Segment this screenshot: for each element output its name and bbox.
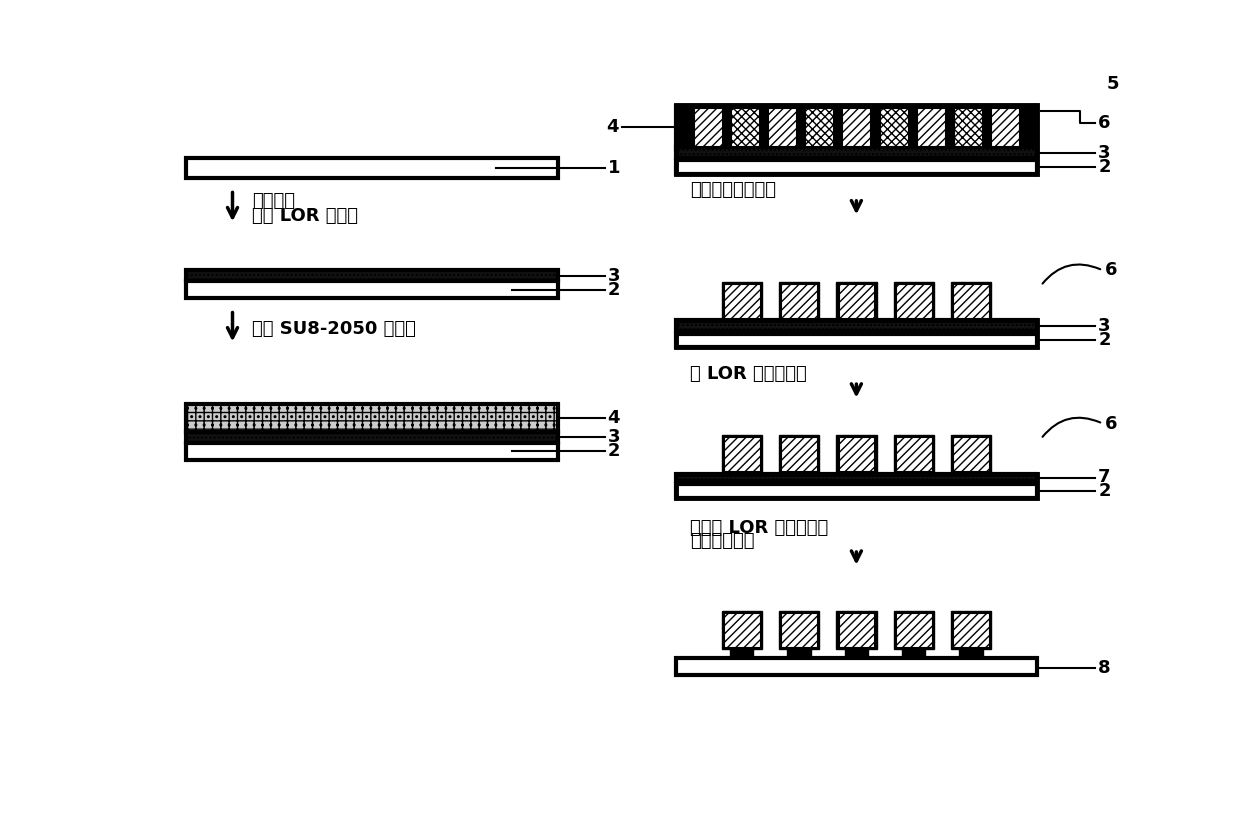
Text: 2: 2: [608, 281, 620, 299]
Bar: [894, 282, 934, 321]
Bar: [676, 333, 1037, 347]
Text: 硬片清洗: 硬片清洗: [252, 192, 295, 210]
Bar: [676, 483, 1037, 498]
Bar: [724, 613, 759, 647]
Bar: [768, 108, 796, 146]
Bar: [879, 108, 908, 146]
Text: 5: 5: [1107, 75, 1120, 93]
Bar: [781, 438, 817, 471]
Bar: [186, 432, 558, 443]
Bar: [186, 404, 558, 432]
Text: 对 LOR 胶进行显影: 对 LOR 胶进行显影: [689, 365, 806, 382]
Text: 旋涂 SU8-2050 光刻胶: 旋涂 SU8-2050 光刻胶: [252, 320, 415, 338]
Bar: [951, 610, 991, 649]
Text: 6: 6: [1097, 114, 1110, 132]
Bar: [676, 147, 1037, 158]
Bar: [895, 438, 931, 471]
Text: 2: 2: [1099, 158, 1111, 176]
Bar: [722, 282, 761, 321]
Text: 4: 4: [606, 118, 619, 136]
Bar: [722, 435, 761, 473]
Text: 6: 6: [1105, 415, 1117, 433]
Bar: [779, 610, 820, 649]
Bar: [676, 659, 1037, 675]
Bar: [951, 435, 991, 473]
Text: 2: 2: [1099, 331, 1111, 349]
Bar: [676, 105, 1037, 175]
Bar: [676, 473, 1037, 481]
Bar: [954, 108, 982, 146]
Bar: [693, 108, 722, 146]
Bar: [730, 649, 754, 659]
Bar: [781, 284, 817, 318]
Bar: [991, 108, 1019, 146]
Bar: [805, 108, 833, 146]
Bar: [724, 438, 759, 471]
Text: 进行第一阶段显影: 进行第一阶段显影: [689, 181, 776, 200]
Bar: [779, 282, 820, 321]
Bar: [894, 610, 934, 649]
Bar: [186, 281, 558, 298]
Bar: [838, 438, 874, 471]
Bar: [836, 610, 877, 649]
Bar: [954, 284, 990, 318]
Bar: [676, 105, 1037, 149]
Bar: [186, 443, 558, 460]
Bar: [787, 649, 811, 659]
Bar: [894, 435, 934, 473]
Text: 6: 6: [1105, 261, 1117, 280]
Text: 3: 3: [1099, 316, 1111, 335]
Bar: [676, 321, 1037, 347]
Text: 使之向内扩散: 使之向内扩散: [689, 533, 754, 550]
Text: 继续对 LOR 胶进行显影: 继续对 LOR 胶进行显影: [689, 519, 828, 537]
Bar: [722, 610, 761, 649]
Bar: [960, 649, 982, 659]
Bar: [954, 613, 990, 647]
Bar: [836, 282, 877, 321]
Text: 3: 3: [1099, 144, 1111, 161]
Bar: [730, 108, 759, 146]
Text: 2: 2: [1099, 482, 1111, 499]
Text: 2: 2: [608, 443, 620, 460]
Bar: [842, 108, 870, 146]
Bar: [676, 160, 1037, 175]
Bar: [676, 473, 1037, 498]
Bar: [954, 438, 990, 471]
Text: 紫外曝光: 紫外曝光: [833, 102, 880, 121]
Bar: [186, 271, 558, 281]
Bar: [895, 284, 931, 318]
Text: 4: 4: [608, 409, 620, 428]
Bar: [724, 284, 759, 318]
Bar: [951, 282, 991, 321]
Bar: [903, 649, 925, 659]
Text: 旋涂 LOR 光刻胶: 旋涂 LOR 光刻胶: [252, 207, 358, 225]
Text: 3: 3: [608, 266, 620, 285]
Bar: [186, 158, 558, 178]
Bar: [838, 284, 874, 318]
Bar: [676, 321, 1037, 331]
Bar: [838, 613, 874, 647]
Text: 1: 1: [608, 159, 620, 177]
Bar: [836, 435, 877, 473]
Bar: [779, 435, 820, 473]
Bar: [844, 649, 868, 659]
Text: 8: 8: [1099, 659, 1111, 676]
Text: 7: 7: [1099, 468, 1111, 487]
Text: 3: 3: [608, 428, 620, 447]
Bar: [895, 613, 931, 647]
Bar: [781, 613, 817, 647]
Bar: [916, 108, 945, 146]
